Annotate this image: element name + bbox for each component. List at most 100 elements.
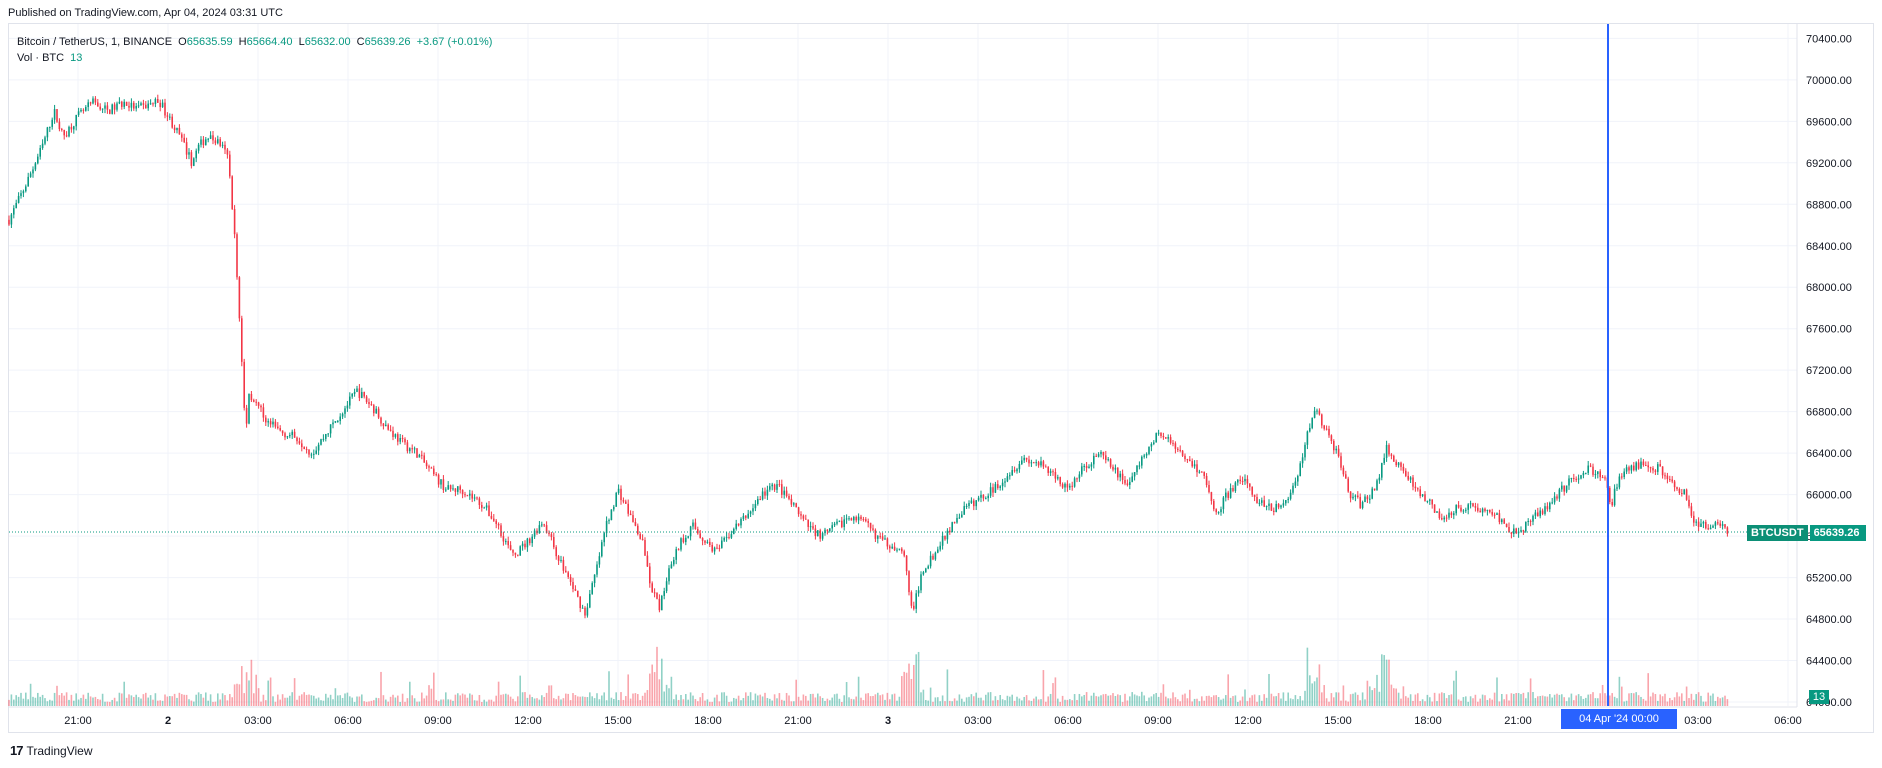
candle-body (574, 589, 577, 591)
volume-bar (709, 701, 711, 706)
volume-bar (819, 696, 821, 706)
candle-body (639, 534, 641, 539)
candle-body (1635, 462, 1637, 471)
candle-body (116, 103, 118, 110)
candle-body (1249, 483, 1251, 487)
candle-body (1693, 515, 1695, 523)
volume-bar (1705, 701, 1707, 706)
candle-body (922, 572, 925, 575)
volume-bar (1145, 701, 1148, 706)
legend-high: 65664.40 (246, 36, 293, 48)
candle-body (1395, 461, 1397, 466)
volume-bar (1321, 692, 1323, 706)
candle-body (1493, 514, 1496, 516)
legend-open-label: O (178, 36, 187, 48)
candle-body (1683, 489, 1685, 494)
candle-body (1659, 464, 1661, 467)
volume-bar (956, 700, 958, 706)
volume-bar (1479, 698, 1481, 706)
candle-body (281, 430, 284, 434)
candle-body (1100, 451, 1102, 455)
candle-body (248, 393, 250, 424)
candle-body (629, 513, 632, 516)
time-tick-label: 21:00 (1504, 715, 1532, 727)
volume-bar (905, 672, 908, 706)
volume-bar (862, 700, 865, 706)
volume-bar (1172, 692, 1174, 706)
volume-bar (1023, 696, 1025, 706)
candle-body (221, 144, 224, 146)
candle-body (409, 448, 411, 452)
candle-body (92, 98, 94, 104)
candle-body (262, 407, 265, 418)
volume-bar (1289, 698, 1292, 706)
candle-body (202, 139, 205, 146)
candle-body (1297, 475, 1299, 482)
volume-bar (1340, 700, 1342, 706)
candle-body (428, 466, 430, 468)
time-tick-label: 21:00 (64, 715, 92, 727)
candle-body (634, 521, 637, 526)
volume-bar (1719, 698, 1721, 706)
candle-body (70, 126, 73, 130)
volume-bar (1196, 698, 1198, 706)
candle-body (284, 433, 286, 438)
volume-bar (1093, 692, 1095, 706)
volume-bar (401, 693, 404, 706)
volume-bar (205, 692, 207, 706)
volume-bar (274, 701, 277, 706)
candle-body (152, 103, 154, 105)
candle-body (466, 495, 469, 497)
volume-bar (1366, 680, 1369, 706)
candle-body (1138, 465, 1141, 467)
candle-body (1114, 467, 1117, 470)
candle-body (605, 520, 608, 534)
volume-bar (351, 697, 353, 706)
candle-body (889, 546, 891, 549)
volume-bar (567, 693, 569, 706)
candle-body (1119, 473, 1121, 478)
candle-body (301, 443, 303, 448)
volume-bar (94, 696, 97, 706)
candle-body (1042, 461, 1045, 467)
volume-bar (185, 694, 188, 706)
candle-body (1133, 472, 1136, 477)
candle-body (483, 507, 485, 509)
volume-bar (53, 692, 56, 706)
volume-bar (1724, 695, 1726, 706)
tradingview-logo[interactable]: 17 TradingView (10, 743, 93, 758)
candle-body (769, 486, 771, 490)
volume-bar (1529, 678, 1532, 706)
volume-bar (1016, 696, 1018, 706)
volume-bar (1313, 681, 1316, 706)
volume-bar (1580, 696, 1582, 706)
candle-body (361, 392, 363, 398)
candle-body (699, 533, 701, 538)
volume-bar (1424, 701, 1426, 706)
time-tick-label: 06:00 (334, 715, 362, 727)
price-tick-label: 68800.00 (1806, 199, 1852, 211)
candle-body (646, 555, 649, 567)
candle-body (305, 449, 308, 451)
volume-bar (1169, 698, 1172, 706)
volume-bar (77, 699, 80, 706)
volume-bar (526, 697, 529, 706)
volume-bar (754, 693, 757, 706)
candle-body (1342, 467, 1345, 475)
volume-bar (149, 695, 152, 706)
candle-body (173, 127, 176, 131)
volume-bar (63, 695, 65, 706)
volume-bar (1678, 696, 1681, 706)
volume-bar (1304, 690, 1306, 706)
candle-body (975, 500, 977, 507)
candle-body (1285, 500, 1287, 504)
volume-bar (447, 699, 449, 706)
tradingview-brand: TradingView (26, 743, 93, 758)
candle-body (572, 581, 574, 590)
candle-body (649, 566, 651, 584)
candle-body (1681, 493, 1683, 495)
candle-body (353, 391, 356, 394)
volume-bar (512, 698, 514, 706)
chart-frame[interactable] (8, 23, 1874, 733)
